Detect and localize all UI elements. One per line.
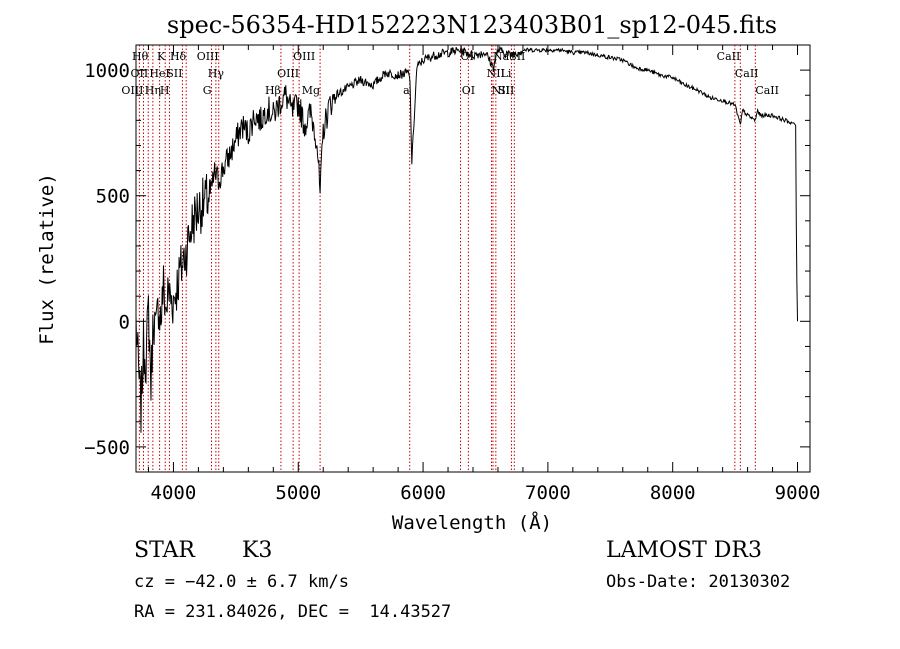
spectral-line-label: Hθ (132, 50, 149, 63)
y-axis-ticks: −500 0 500 1000 (84, 44, 810, 473)
spectral-line-label: Mg (302, 84, 320, 97)
spectral-line-label: NaSII (493, 50, 525, 63)
spectral-line-label: Hη (145, 84, 161, 97)
spectral-line-label: HeI (149, 67, 169, 80)
survey-name: LAMOST DR3 (606, 538, 762, 563)
coordinates-readout: RA = 231.84026, DEC = 14.43527 (134, 602, 452, 622)
spectral-line-label: OI (462, 84, 475, 97)
object-subclass: K3 (242, 538, 273, 563)
spectral-line-label: CaII (717, 50, 741, 63)
spectral-line-label: OII (131, 67, 149, 80)
spectral-line-label: OIII (293, 50, 315, 63)
observation-date: Obs-Date: 20130302 (606, 572, 791, 592)
x-tick-label: 9000 (775, 482, 821, 504)
spectral-line-label: Hδ (170, 50, 187, 63)
spectral-line-label: CaII (735, 67, 759, 80)
chart-title: spec-56354-HD152223N123403B01_sp12-045.f… (167, 11, 777, 39)
spectral-line-markers (138, 45, 756, 472)
spectral-line-label: Li (501, 67, 512, 80)
spectral-line-label: K (157, 50, 166, 63)
y-tick-label: 0 (119, 311, 130, 333)
y-tick-label: 1000 (84, 60, 130, 82)
x-axis-ticks: 4000 5000 6000 7000 8000 9000 (147, 45, 821, 504)
spectral-line-label: Hβ (265, 84, 281, 97)
spectral-line-label: SII (498, 84, 514, 97)
spectral-line-label: H (160, 84, 170, 97)
spectral-line-label: SII (166, 67, 182, 80)
x-tick-label: 5000 (275, 482, 321, 504)
y-tick-label: −500 (84, 437, 130, 459)
y-axis-title: Flux (relative) (36, 173, 58, 345)
spectrum-series-line (135, 45, 799, 433)
x-tick-label: 8000 (650, 482, 696, 504)
y-tick-label: 500 (96, 186, 130, 208)
spectral-line-label: OIII (121, 84, 143, 97)
x-axis-title: Wavelength (Å) (392, 511, 552, 534)
spectral-line-label: OIII (277, 67, 299, 80)
x-tick-label: 4000 (151, 482, 197, 504)
x-tick-label: 7000 (525, 482, 571, 504)
x-tick-label: 6000 (400, 482, 446, 504)
spectral-line-label: NII (487, 67, 505, 80)
spectral-line-label: Hγ (208, 67, 225, 80)
spectral-line-label: a (403, 84, 410, 97)
spectral-line-label: G (203, 84, 212, 97)
spectral-line-label: OIII (197, 50, 219, 63)
object-class: STAR (134, 538, 195, 563)
spectral-line-label: NII (491, 84, 509, 97)
plot-frame (135, 44, 811, 473)
spectral-line-label: CaII (755, 84, 779, 97)
redshift-readout: cz = −42.0 ± 6.7 km/s (134, 572, 349, 592)
